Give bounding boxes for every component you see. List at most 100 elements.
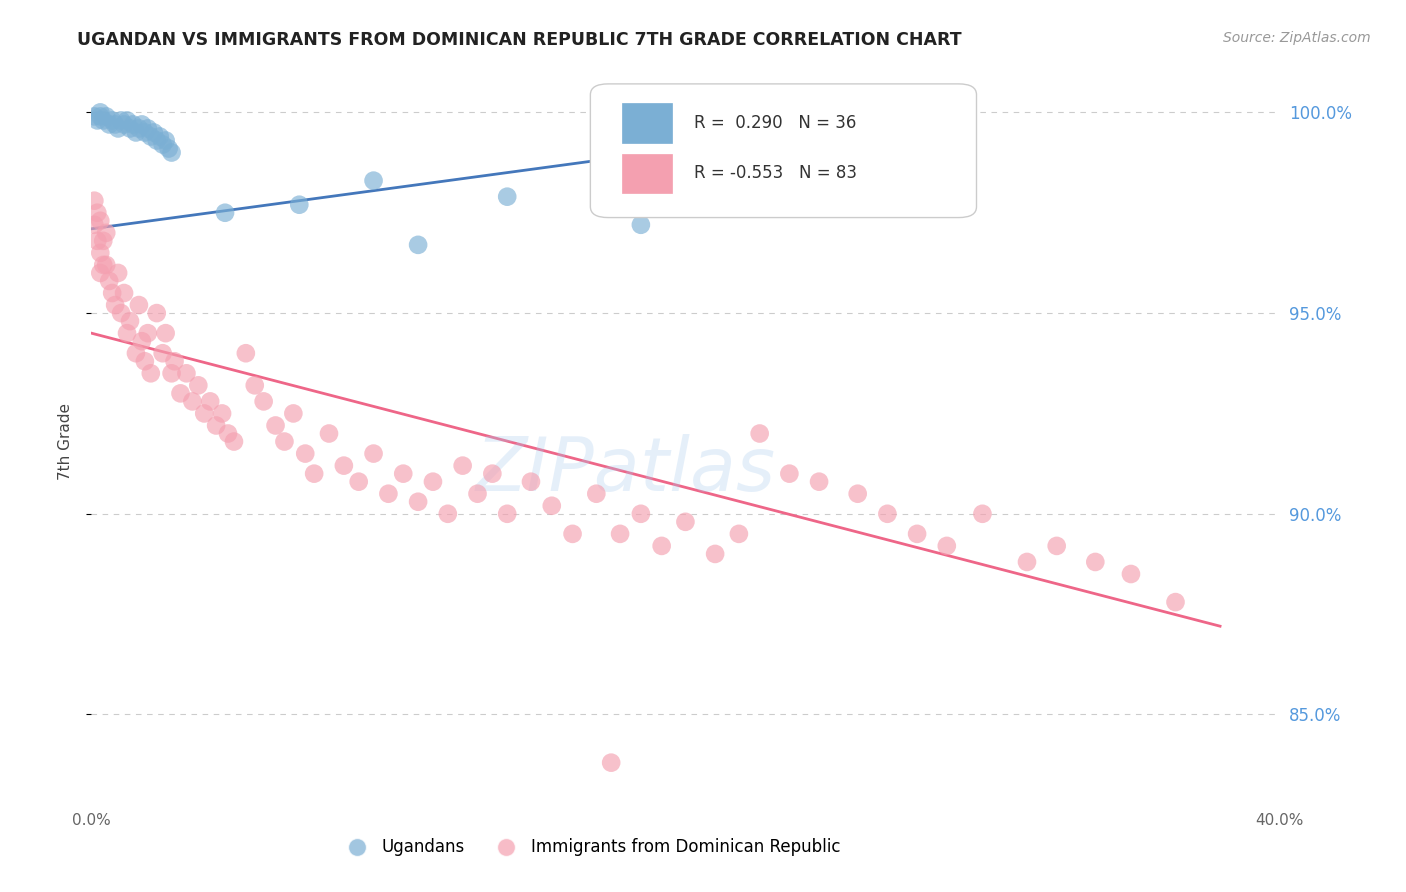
FancyBboxPatch shape [591,84,977,218]
Point [128,298,150,312]
FancyBboxPatch shape [623,103,672,143]
Point [107,266,129,280]
Point [83,194,105,208]
Point [176,367,198,381]
Point [145,134,167,148]
Point [136,326,159,341]
Point [377,487,399,501]
Point [392,467,415,481]
Legend: Ugandans, Immigrants from Dominican Republic: Ugandans, Immigrants from Dominican Repu… [333,831,848,863]
Text: R =  0.290   N = 36: R = 0.290 N = 36 [693,114,856,132]
Text: ZIPatlas: ZIPatlas [477,434,776,507]
Point [205,418,228,433]
Point [118,121,141,136]
Point [155,326,177,341]
Point [520,475,543,489]
Point [98,118,121,132]
Point [235,346,257,360]
Point [496,507,519,521]
Text: UGANDAN VS IMMIGRANTS FROM DOMINICAN REPUBLIC 7TH GRADE CORRELATION CHART: UGANDAN VS IMMIGRANTS FROM DOMINICAN REP… [77,31,962,49]
Point [1119,567,1142,582]
Point [157,142,180,156]
Point [128,121,150,136]
Point [673,515,696,529]
Point [302,467,325,481]
Point [451,458,474,473]
Point [496,190,519,204]
Point [253,394,276,409]
Point [112,286,135,301]
Point [131,334,153,349]
Point [704,547,727,561]
Point [243,378,266,392]
Point [935,539,957,553]
Point [149,129,172,144]
Point [139,129,162,144]
FancyBboxPatch shape [623,153,672,194]
Point [86,113,108,128]
Point [145,306,167,320]
Point [89,246,111,260]
Text: Source: ZipAtlas.com: Source: ZipAtlas.com [1223,31,1371,45]
Point [1084,555,1107,569]
Point [98,274,121,288]
Point [217,426,239,441]
Text: R = -0.553   N = 83: R = -0.553 N = 83 [693,164,856,182]
Point [89,105,111,120]
Point [609,526,631,541]
Point [96,258,118,272]
Point [160,145,183,160]
Point [728,526,751,541]
Point [288,198,311,212]
Point [118,314,141,328]
Point [115,326,138,341]
Point [139,367,162,381]
Point [152,137,174,152]
Point [115,113,138,128]
Point [110,113,132,128]
Point [193,407,215,421]
Point [905,526,928,541]
Point [283,407,305,421]
Point [467,487,489,501]
Point [89,110,111,124]
Point [363,446,385,460]
Point [91,113,114,128]
Point [214,206,236,220]
Point [294,446,316,460]
Point [155,134,177,148]
Point [1046,539,1069,553]
Point [972,507,994,521]
Point [808,475,831,489]
Point [134,354,156,368]
Point [846,487,869,501]
Point [96,110,118,124]
Point [876,507,898,521]
Point [169,386,191,401]
Point [160,367,183,381]
Point [91,234,114,248]
Point [96,226,118,240]
Point [91,258,114,272]
Point [122,118,145,132]
Point [808,174,831,188]
Point [748,426,770,441]
Point [481,467,503,481]
Point [406,238,429,252]
Point [83,110,105,124]
Point [134,126,156,140]
Point [163,354,186,368]
Point [89,266,111,280]
Point [211,407,233,421]
Point [131,118,153,132]
Point [104,118,127,132]
Point [561,526,583,541]
Point [187,378,209,392]
Point [942,198,965,212]
Point [436,507,458,521]
Point [1164,595,1187,609]
Point [110,306,132,320]
Point [125,126,148,140]
Point [104,298,127,312]
Point [86,206,108,220]
